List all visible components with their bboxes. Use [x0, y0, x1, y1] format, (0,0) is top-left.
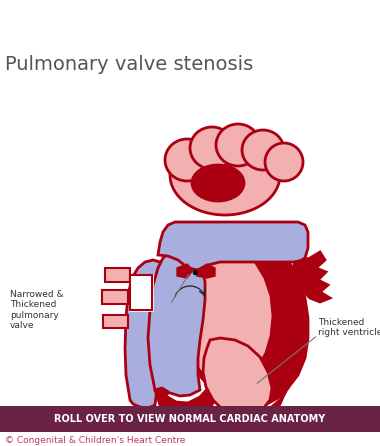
Polygon shape — [125, 260, 167, 408]
Ellipse shape — [190, 127, 234, 169]
Text: © Congenital & Children’s Heart Centre: © Congenital & Children’s Heart Centre — [5, 436, 185, 445]
Polygon shape — [155, 374, 290, 427]
Polygon shape — [148, 228, 308, 408]
Ellipse shape — [265, 143, 303, 181]
Ellipse shape — [165, 139, 209, 181]
Polygon shape — [105, 268, 130, 282]
Polygon shape — [157, 245, 273, 389]
Polygon shape — [197, 264, 215, 278]
Text: Pulmonary valve stenosis: Pulmonary valve stenosis — [5, 55, 253, 74]
Ellipse shape — [242, 130, 284, 170]
Polygon shape — [148, 250, 205, 396]
Ellipse shape — [170, 135, 280, 215]
Polygon shape — [103, 315, 128, 328]
Bar — [0, 406, 380, 432]
Polygon shape — [130, 275, 152, 310]
Polygon shape — [102, 290, 128, 304]
Polygon shape — [293, 252, 330, 302]
Text: Thickened
right ventricle: Thickened right ventricle — [318, 318, 380, 338]
Polygon shape — [203, 338, 272, 415]
Ellipse shape — [192, 165, 244, 201]
Ellipse shape — [216, 124, 260, 166]
Polygon shape — [177, 264, 193, 278]
Text: Narrowed &
Thickened
pulmonary
valve: Narrowed & Thickened pulmonary valve — [10, 290, 63, 330]
Bar — [130, 275, 152, 310]
Polygon shape — [158, 222, 308, 270]
Text: ROLL OVER TO VIEW NORMAL CARDIAC ANATOMY: ROLL OVER TO VIEW NORMAL CARDIAC ANATOMY — [54, 414, 326, 424]
